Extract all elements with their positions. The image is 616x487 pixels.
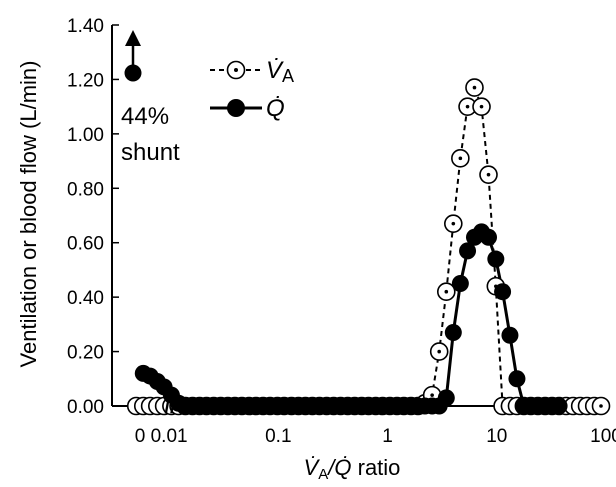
y-tick-label: 1.20 (67, 70, 104, 91)
legend-va-main: V̇ (266, 56, 284, 84)
data-point-va-center (599, 404, 603, 408)
x-tick-label: 0 (135, 426, 146, 447)
data-point-q (487, 250, 505, 268)
data-point-q (437, 389, 455, 407)
shunt-percent: 44% (121, 103, 169, 130)
data-point-q (508, 370, 526, 388)
legend-item-q: Q̇ (210, 94, 285, 122)
y-tick-label: 0.40 (67, 288, 104, 309)
data-point-q (451, 275, 469, 293)
series-points (126, 78, 611, 416)
data-point-va-center (486, 172, 491, 177)
series-line-0 (136, 84, 601, 407)
data-point-va-center (451, 221, 456, 226)
data-point-q (459, 242, 477, 260)
data-point-q (444, 324, 462, 342)
shunt-annotation: 44% shunt (121, 30, 180, 166)
svg-text:V̇A: V̇A (266, 56, 294, 86)
x-tick-label: 100 (590, 426, 616, 447)
x-tick-label: 0.1 (265, 426, 291, 447)
y-tick-label: 1.40 (67, 16, 104, 37)
y-tick-label: 1.00 (67, 125, 104, 146)
y-tick-label: 0.60 (67, 234, 104, 255)
y-axis-label: Ventilation or blood flow (L/min) (16, 61, 41, 368)
shunt-label: shunt (121, 139, 180, 166)
legend: V̇A Q̇ (210, 56, 294, 122)
x-tick-label: 10 (486, 426, 507, 447)
legend-filled-circle-icon (227, 99, 245, 117)
x-axis-label-suffix: ratio (352, 455, 401, 480)
data-point-q (550, 397, 568, 415)
series-lines (136, 84, 601, 408)
data-point-va-center (437, 349, 441, 354)
data-point-va-center (479, 104, 484, 109)
data-point-q (494, 283, 512, 301)
svg-text:V̇A/Q̇ ratio: V̇A/Q̇ ratio (304, 455, 401, 483)
shunt-arrow-icon (125, 30, 141, 46)
legend-va-sub: A (282, 66, 294, 86)
y-axis-ticks: 0.00 0.20 0.40 0.60 0.80 1.00 1.20 1.40 (67, 16, 119, 418)
x-axis-label: V̇A/Q̇ ratio (304, 455, 401, 483)
data-point-q (501, 326, 519, 344)
data-point-va-center (465, 104, 470, 109)
legend-item-va: V̇A (210, 56, 294, 86)
legend-q-label: Q̇ (266, 94, 285, 122)
axis-break-marker: // (164, 396, 176, 418)
data-point-va-center (472, 85, 477, 90)
axes (111, 25, 606, 407)
x-tick-label: 1 (382, 426, 393, 447)
y-tick-label: 0.80 (67, 179, 104, 200)
y-tick-label: 0.20 (67, 343, 104, 364)
data-point-q (480, 228, 498, 246)
data-point-va-center (444, 289, 449, 294)
data-point-va-center (430, 393, 434, 397)
data-point-va-center (458, 156, 463, 161)
shunt-marker-dot (124, 64, 142, 82)
x-axis-ticks: 00.01 0.1 1 10 100 (135, 399, 616, 447)
y-tick-label: 0.00 (67, 397, 104, 418)
x-tick-label: 0.01 (151, 426, 188, 447)
